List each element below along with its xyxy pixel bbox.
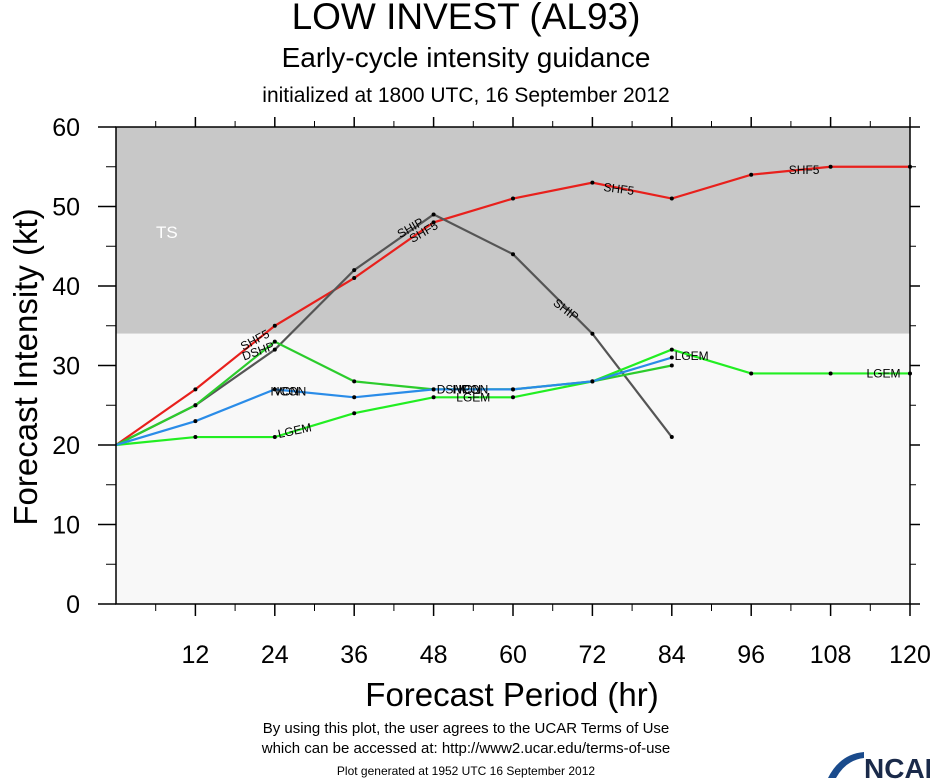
ncar-swoosh-icon <box>828 752 864 778</box>
data-point-lgem <box>352 411 357 416</box>
data-point-lgem <box>828 371 833 376</box>
x-tick-label: 24 <box>261 641 289 669</box>
series-label-lgem: LGEM <box>675 349 709 363</box>
x-tick-label: 108 <box>810 641 852 669</box>
data-point-lgem <box>431 395 436 400</box>
data-point-ivcn <box>193 419 198 424</box>
x-tick-label: 36 <box>340 641 368 669</box>
series-label-ivcn: IVCN <box>452 382 481 396</box>
data-point-ship <box>669 435 674 440</box>
band-label: TS <box>156 223 178 242</box>
series-label-ivcn: IVCN <box>270 385 299 399</box>
x-tick-label: 48 <box>420 641 448 669</box>
data-point-shf5 <box>352 276 357 281</box>
intensity-chart: TS SHF5SHF5SHF5SHF5SHIPSHIPDSHPDSHPLGEML… <box>7 114 931 713</box>
data-point-dshp <box>193 403 198 408</box>
data-point-lgem <box>749 371 754 376</box>
data-point-shf5 <box>431 220 436 225</box>
data-point-dshp <box>669 363 674 368</box>
y-tick-label: 0 <box>66 591 80 619</box>
series-line-ivcn <box>115 356 673 447</box>
terms-line-1: By using this plot, the user agrees to t… <box>262 720 670 737</box>
data-point-ivcn <box>431 387 436 392</box>
data-point-ivcn <box>669 355 674 360</box>
y-tick-label: 50 <box>52 194 80 222</box>
data-point-shf5 <box>749 172 754 177</box>
data-point-ship <box>272 347 277 352</box>
x-axis-label: Forecast Period (hr) <box>365 676 658 713</box>
chart-subtitle: Early-cycle intensity guidance <box>281 42 651 73</box>
data-point-ivcn <box>511 387 515 392</box>
series-label-icon: ICON <box>276 385 306 399</box>
ncar-logo-text: NCAR <box>864 753 930 780</box>
ncar-logo: NCAR <box>828 752 930 780</box>
data-point-lgem <box>669 347 674 352</box>
x-tick-label: 72 <box>578 641 606 669</box>
data-point-lgem <box>193 435 198 440</box>
data-point-dshp <box>352 379 357 384</box>
x-tick-label: 120 <box>889 641 931 669</box>
series-label-lgem: LGEM <box>277 420 313 441</box>
y-tick-label: 20 <box>52 432 80 460</box>
generated-time: Plot generated at 1952 UTC 16 September … <box>336 764 596 778</box>
data-point-shf5 <box>193 387 198 392</box>
series-label-lgem: LGEM <box>867 366 901 380</box>
data-point-dshp <box>272 339 277 344</box>
series-label-dshp: DSHP <box>437 382 470 396</box>
series-label-lgem: LGEM <box>456 390 490 404</box>
y-tick-label: 10 <box>52 512 80 540</box>
chart-title: LOW INVEST (AL93) <box>291 0 641 37</box>
series-label-icon: ICON <box>458 382 488 396</box>
data-point-shf5 <box>669 196 674 201</box>
x-tick-label: 60 <box>499 641 527 669</box>
data-point-shf5 <box>590 180 595 185</box>
series-label-shf5: SHF5 <box>603 180 636 198</box>
x-tick-label: 96 <box>737 641 765 669</box>
data-point-ship <box>431 212 436 217</box>
data-point-ivcn <box>352 395 357 400</box>
intensity-band-1 <box>116 333 910 604</box>
data-point-lgem <box>511 395 515 400</box>
y-tick-label: 40 <box>52 273 80 301</box>
data-point-shf5 <box>272 323 277 328</box>
data-point-ship <box>352 268 357 273</box>
y-tick-label: 60 <box>52 114 80 142</box>
data-point-shf5 <box>511 196 515 201</box>
data-point-ivcn <box>590 379 595 384</box>
data-point-ivcn <box>272 387 277 392</box>
x-tick-label: 12 <box>181 641 209 669</box>
y-tick-label: 30 <box>52 353 80 381</box>
terms-line-2: which can be accessed at: http://www2.uc… <box>261 740 671 757</box>
y-axis-label: Forecast Intensity (kt) <box>7 208 44 525</box>
data-point-lgem <box>272 435 277 440</box>
data-point-ship <box>511 252 515 257</box>
x-tick-label: 84 <box>658 641 686 669</box>
intensity-band-0 <box>116 127 910 334</box>
data-point-shf5 <box>828 164 833 169</box>
data-point-ship <box>590 331 595 336</box>
series-label-shf5: SHF5 <box>789 163 820 177</box>
chart-init-time: initialized at 1800 UTC, 16 September 20… <box>262 84 670 107</box>
